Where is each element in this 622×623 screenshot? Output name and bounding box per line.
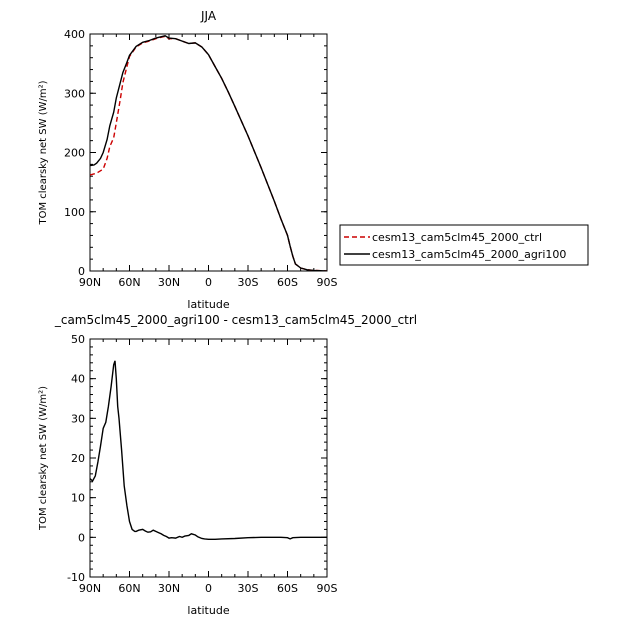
x-tick-label: 0 — [205, 582, 212, 595]
legend-box — [339, 224, 589, 266]
y-axis-label: TOM clearsky net SW (W/m²) — [38, 386, 49, 531]
x-tick-label: 30N — [158, 276, 180, 289]
x-tick-label: 60N — [118, 276, 140, 289]
x-tick-label: 60S — [277, 582, 298, 595]
y-tick-label: 0 — [78, 265, 85, 278]
y-tick-label: 300 — [64, 87, 85, 100]
chart-title: JJA — [200, 9, 217, 23]
chart-panel-2: 90N 60N 30N 0 30S 60S 90S -10 0 10 20 30 40 50 _cam5cl… — [38, 313, 417, 617]
x-axis-label: latitude — [187, 298, 229, 311]
y-tick-label: 0 — [78, 531, 85, 544]
x-tick-label: 60N — [118, 582, 140, 595]
x-tick-label: 30N — [158, 582, 180, 595]
series-line-1 — [90, 35, 327, 271]
chart-title: _cam5clm45_2000_agri100 - cesm13_cam5clm… — [54, 313, 417, 327]
x-tick-label: 30S — [238, 582, 259, 595]
legend-label-1: cesm13_cam5clm45_2000_ctrl — [372, 231, 542, 244]
series-line-2 — [90, 35, 327, 271]
plot-frame — [89, 338, 328, 578]
y-tick-label: 40 — [71, 373, 85, 386]
y-tick-label: -10 — [67, 571, 85, 584]
x-tick-label: 90N — [79, 582, 101, 595]
y-tick-label: 10 — [71, 492, 85, 505]
x-tick-label: 30S — [238, 276, 259, 289]
x-tick-label: 0 — [205, 276, 212, 289]
legend-label-2: cesm13_cam5clm45_2000_agri100 — [372, 248, 566, 261]
y-axis-label: TOM clearsky net SW (W/m²) — [38, 80, 49, 225]
x-tick-label: 90N — [79, 276, 101, 289]
y-tick-label: 20 — [71, 452, 85, 465]
y-tick-label: 200 — [64, 147, 85, 160]
x-tick-label: 60S — [277, 276, 298, 289]
series-line-1 — [90, 360, 327, 540]
y-tick-label: 400 — [64, 28, 85, 41]
y-tick-label: 30 — [71, 412, 85, 425]
y-tick-label: 100 — [64, 206, 85, 219]
x-tick-label: 90S — [317, 582, 338, 595]
y-tick-label: 50 — [71, 333, 85, 346]
x-tick-label: 90S — [317, 276, 338, 289]
legend: cesm13_cam5clm45_2000_ctrl cesm13_cam5clm… — [339, 224, 589, 266]
x-axis-label: latitude — [187, 604, 229, 617]
chart-panel-1: 90N 60N 30N 0 30S 60S 90S 0 100 200 300 400 JJA latit… — [38, 9, 589, 311]
